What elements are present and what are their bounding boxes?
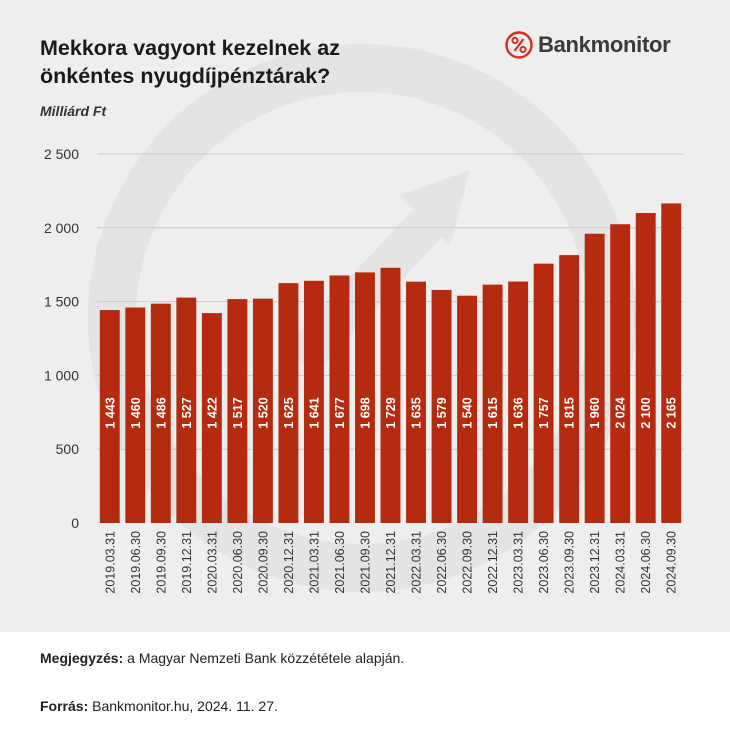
bar	[584, 233, 605, 524]
bar	[176, 297, 197, 523]
bar	[380, 267, 401, 523]
bar-value-label: 1 641	[307, 397, 321, 428]
y-axis-ticks: 0 500 1 000 1 500 2 000 2 500	[44, 146, 79, 531]
bar-value-label: 1 677	[333, 397, 347, 428]
bar-value-label: 1 698	[358, 397, 372, 428]
y-tick-label: 1 500	[44, 294, 79, 310]
bar-value-label: 1 520	[256, 397, 270, 428]
bar	[508, 281, 529, 523]
x-tick-label: 2021.12.31	[384, 531, 398, 594]
x-tick-label: 2023.12.31	[588, 531, 602, 594]
bar	[99, 310, 120, 523]
x-tick-label: 2023.06.30	[537, 531, 551, 594]
bar-value-label: 1 517	[231, 397, 245, 428]
y-tick-label: 0	[71, 515, 79, 531]
bar-value-label: 1 422	[205, 397, 219, 428]
bar-value-label: 1 635	[410, 397, 424, 428]
bar	[125, 307, 146, 523]
y-tick-label: 2 500	[44, 146, 79, 162]
x-tick-label: 2023.03.31	[512, 531, 526, 594]
bar	[406, 281, 426, 523]
x-tick-label: 2022.06.30	[435, 531, 449, 594]
bar	[533, 263, 554, 523]
x-tick-label: 2022.03.31	[410, 531, 424, 594]
bar	[431, 289, 452, 523]
bar	[482, 284, 503, 523]
brand-name: Bankmonitor	[538, 32, 671, 57]
bar	[329, 275, 350, 523]
x-tick-label: 2021.06.30	[333, 531, 347, 594]
chart-title: Mekkora vagyont kezelnek az önkéntes nyu…	[40, 34, 460, 90]
bar-value-label: 1 443	[103, 397, 117, 428]
chart-title-line-1: Mekkora vagyont kezelnek az	[40, 36, 340, 60]
bar-value-label: 2 100	[639, 397, 653, 428]
x-tick-label: 2024.06.30	[639, 531, 653, 594]
bar-value-label: 1 729	[384, 397, 398, 428]
x-tick-label: 2022.09.30	[461, 531, 475, 594]
bar	[303, 280, 324, 523]
bar	[457, 295, 478, 523]
x-tick-label: 2020.09.30	[256, 531, 270, 594]
bar-value-label: 2 024	[614, 397, 628, 428]
footer: Megjegyzés: a Magyar Nemzeti Bank közzét…	[0, 632, 730, 730]
note-text: Megjegyzés: a Magyar Nemzeti Bank közzét…	[40, 650, 404, 666]
x-axis-ticks: 2019.03.31 2019.06.30 2019.09.30 2019.12.31…	[103, 531, 678, 594]
bar	[610, 224, 631, 523]
x-tick-label: 2021.03.31	[307, 531, 321, 594]
bar	[150, 303, 171, 523]
source-text: Forrás: Bankmonitor.hu, 2024. 11. 27.	[40, 698, 278, 714]
x-tick-label: 2024.03.31	[614, 531, 628, 594]
note-label: Megjegyzés:	[40, 650, 124, 666]
brand-logo: Bankmonitor	[504, 30, 671, 60]
y-tick-label: 2 000	[44, 220, 79, 236]
bar-value-label: 1 527	[180, 397, 194, 428]
bar-chart: 0 500 1 000 1 500 2 000 2 500 1 443 1 460 1 486…	[43, 146, 684, 594]
x-tick-label: 2020.12.31	[282, 531, 296, 594]
percent-circle-icon	[505, 31, 533, 59]
bar	[278, 283, 299, 523]
bar-value-label: 1 486	[154, 397, 168, 428]
bar	[201, 313, 222, 523]
chart-card: 0 500 1 000 1 500 2 000 2 500 1 443 1 460 1 486…	[0, 0, 730, 632]
bar-value-label: 1 540	[461, 397, 475, 428]
x-tick-label: 2020.03.31	[205, 531, 219, 594]
bars	[99, 203, 682, 524]
x-tick-label: 2020.06.30	[231, 531, 245, 594]
y-tick-label: 500	[56, 441, 80, 457]
bar-value-label: 1 636	[512, 397, 526, 428]
y-axis-unit-label: Milliárd Ft	[40, 103, 107, 119]
bar-value-label: 1 960	[588, 397, 602, 428]
chart-title-line-2: önkéntes nyugdíjpénztárak?	[40, 64, 331, 88]
bar-value-label: 1 625	[282, 397, 296, 428]
source-label: Forrás:	[40, 698, 89, 714]
bar	[252, 298, 273, 523]
bar-value-label: 1 815	[563, 397, 577, 428]
x-tick-label: 2023.09.30	[563, 531, 577, 594]
bar	[661, 203, 682, 524]
x-tick-label: 2019.06.30	[129, 531, 143, 594]
x-tick-label: 2019.03.31	[103, 531, 117, 594]
y-tick-label: 1 000	[44, 367, 79, 383]
value-labels: 1 443 1 460 1 486 1 527 1 422 1 517 1 520 1 625…	[103, 397, 678, 428]
bar-value-label: 1 615	[486, 397, 500, 428]
bar	[635, 213, 656, 524]
bar-value-label: 1 460	[129, 397, 143, 428]
bar	[227, 299, 248, 523]
bar-value-label: 2 165	[665, 397, 679, 428]
x-tick-label: 2019.09.30	[154, 531, 168, 594]
bar	[355, 272, 375, 523]
x-tick-label: 2024.09.30	[665, 531, 679, 594]
bar-value-label: 1 579	[435, 397, 449, 428]
source-body: Bankmonitor.hu, 2024. 11. 27.	[88, 698, 278, 714]
note-body: a Magyar Nemzeti Bank közzététele alapjá…	[123, 650, 405, 666]
bar-value-label: 1 757	[537, 397, 551, 428]
x-tick-label: 2019.12.31	[180, 531, 194, 594]
x-tick-label: 2022.12.31	[486, 531, 500, 594]
x-tick-label: 2021.09.30	[358, 531, 372, 594]
bar	[559, 255, 580, 523]
